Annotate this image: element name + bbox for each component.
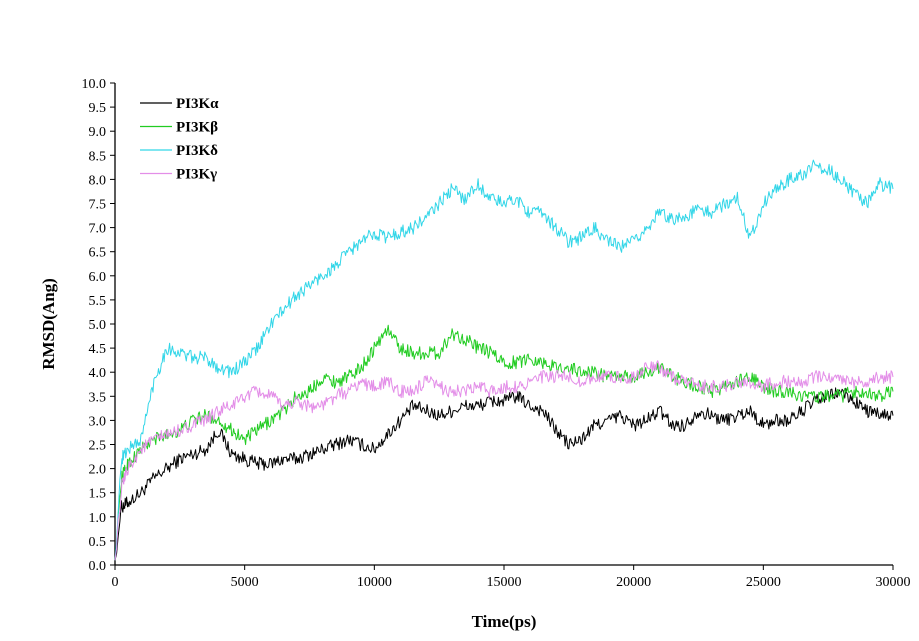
x-tick-label: 25000 bbox=[746, 575, 781, 590]
legend-label: PI3Kγ bbox=[176, 167, 217, 183]
series-line-3 bbox=[114, 159, 894, 561]
x-tick-label: 15000 bbox=[487, 575, 522, 590]
y-tick-label: 3.0 bbox=[89, 414, 107, 429]
y-tick-label: 4.0 bbox=[89, 366, 107, 381]
y-tick-label: 3.5 bbox=[89, 390, 107, 405]
x-tick-label: 30000 bbox=[876, 575, 911, 590]
plot-area bbox=[114, 159, 894, 561]
y-tick-label: 7.0 bbox=[89, 222, 107, 237]
x-tick-label: 0 bbox=[112, 575, 119, 590]
series-line-1 bbox=[114, 387, 894, 561]
y-axis-title: RMSD(Ang) bbox=[39, 278, 58, 370]
y-tick-label: 8.0 bbox=[89, 173, 107, 188]
y-tick-label: 8.5 bbox=[89, 149, 107, 164]
y-tick-label: 5.5 bbox=[89, 294, 107, 309]
series-line-4 bbox=[114, 360, 894, 561]
legend-label: PI3Kβ bbox=[176, 120, 218, 136]
x-tick-label: 20000 bbox=[616, 575, 651, 590]
x-tick-label: 5000 bbox=[231, 575, 259, 590]
x-tick-label: 10000 bbox=[357, 575, 392, 590]
y-tick-label: 2.5 bbox=[89, 439, 107, 454]
y-tick-label: 6.5 bbox=[89, 246, 107, 261]
y-tick-label: 9.5 bbox=[89, 101, 107, 116]
y-tick-label: 1.5 bbox=[89, 487, 107, 502]
y-tick-label: 5.0 bbox=[89, 318, 107, 333]
y-tick-label: 9.0 bbox=[89, 125, 107, 140]
legend: PI3Kα PI3Kβ PI3Kδ PI3Kγ bbox=[140, 96, 219, 183]
y-tick-label: 2.0 bbox=[89, 463, 107, 478]
x-axis-title: Time(ps) bbox=[472, 612, 537, 631]
y-tick-label: 0.0 bbox=[89, 559, 107, 574]
series-line-2 bbox=[114, 324, 894, 561]
y-tick-label: 6.0 bbox=[89, 270, 107, 285]
y-tick-label: 7.5 bbox=[89, 198, 107, 213]
axes: 0 5000 10000 15000 20000 25000 30000 0.0 0.5 1.0 1… bbox=[82, 77, 911, 590]
legend-label: PI3Kα bbox=[176, 96, 219, 112]
y-tick-label: 4.5 bbox=[89, 342, 107, 357]
y-tick-label: 0.5 bbox=[89, 535, 107, 550]
legend-label: PI3Kδ bbox=[176, 143, 218, 159]
y-tick-label: 1.0 bbox=[89, 511, 107, 526]
y-tick-label: 10.0 bbox=[82, 77, 107, 92]
